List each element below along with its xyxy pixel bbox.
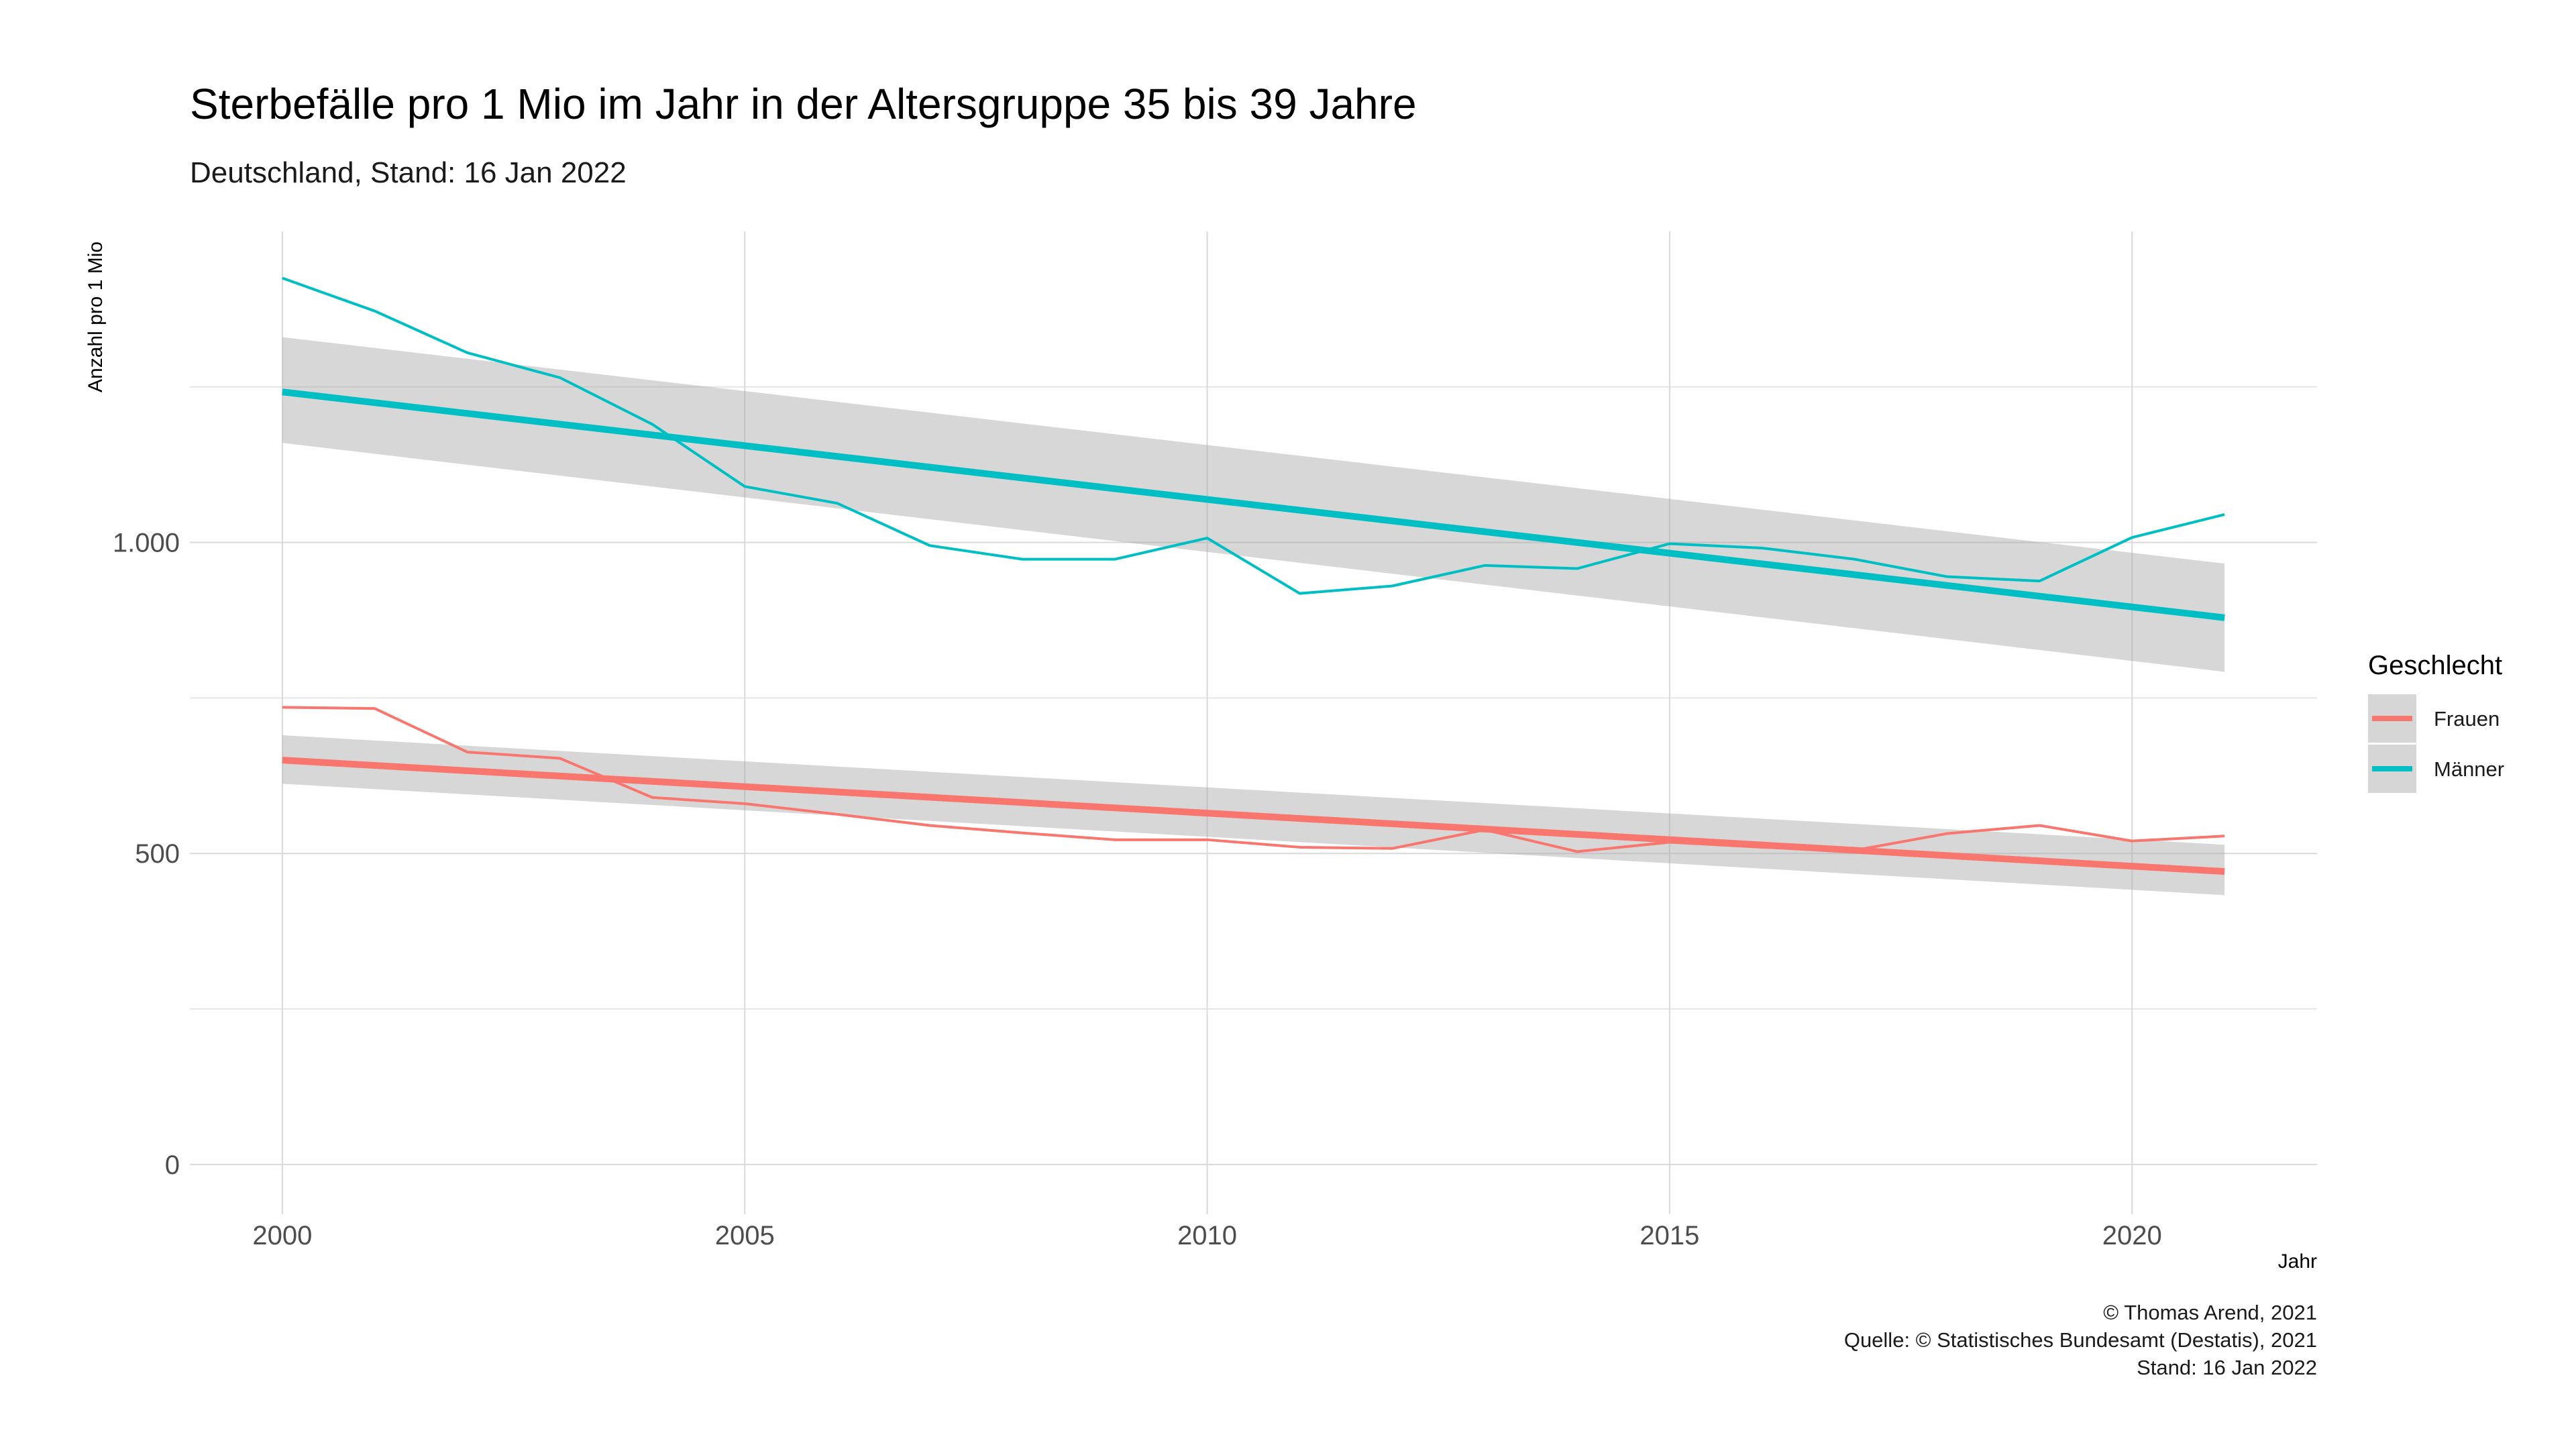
grid <box>190 231 2317 1214</box>
y-tick-label: 500 <box>135 839 180 869</box>
y-axis-title: Anzahl pro 1 Mio <box>85 241 107 392</box>
legend-title: Geschlecht <box>2368 651 2502 680</box>
x-tick-label: 2000 <box>252 1221 312 1250</box>
x-tick-label: 2010 <box>1177 1221 1237 1250</box>
caption: © Thomas Arend, 2021 Quelle: © Statistis… <box>1844 1301 2317 1379</box>
caption-stand: Stand: 16 Jan 2022 <box>2137 1356 2317 1379</box>
trend-lines <box>282 388 2225 875</box>
confidence-bands <box>282 337 2225 896</box>
series-line-1 <box>282 276 2225 595</box>
chart-title: Sterbefälle pro 1 Mio im Jahr in der Alt… <box>190 80 1417 128</box>
y-axis-ticks: 0 500 1.000 <box>113 529 180 1180</box>
x-axis-title: Jahr <box>2278 1250 2317 1273</box>
x-axis-ticks: 2000 2005 2010 2015 2020 <box>252 1221 2161 1250</box>
legend-label-1: Männer <box>2434 757 2504 781</box>
caption-author: © Thomas Arend, 2021 <box>2103 1301 2317 1324</box>
x-tick-label: 2020 <box>2102 1221 2162 1250</box>
trend-line-0 <box>282 757 2225 875</box>
trend-line-1 <box>282 388 2225 621</box>
legend: Geschlecht Frauen Männer <box>2368 651 2504 793</box>
caption-source: Quelle: © Statistisches Bundesamt (Desta… <box>1844 1328 2317 1352</box>
y-tick-label: 1.000 <box>113 529 180 558</box>
x-tick-label: 2005 <box>715 1221 775 1250</box>
x-tick-label: 2015 <box>1640 1221 1699 1250</box>
y-tick-label: 0 <box>165 1150 180 1180</box>
chart-subtitle: Deutschland, Stand: 16 Jan 2022 <box>190 156 627 189</box>
legend-label-0: Frauen <box>2434 707 2500 731</box>
